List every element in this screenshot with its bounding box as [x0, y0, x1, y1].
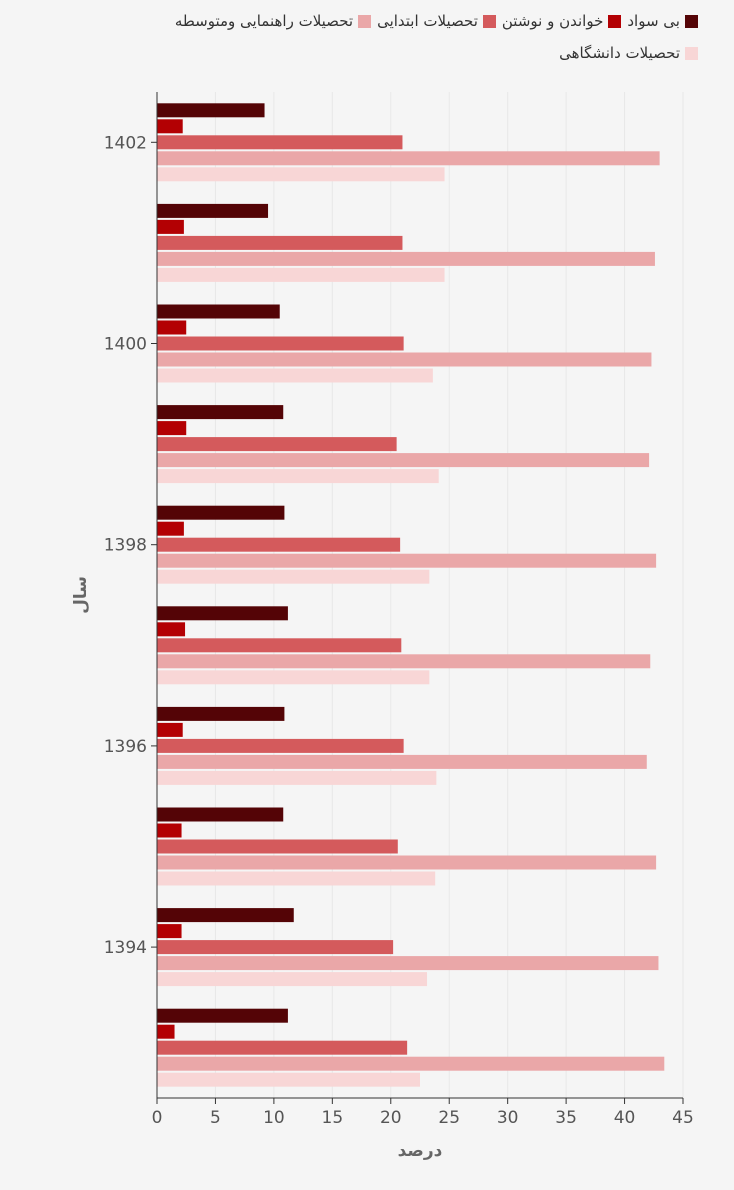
bar-1399-4 [157, 469, 439, 484]
legend-item[interactable]: تحصیلات ابتدایی [377, 10, 496, 32]
x-tick-label: 40 [614, 1108, 636, 1128]
bar-1394-4 [157, 972, 428, 987]
bar-1397-2 [157, 638, 402, 653]
x-tick-label: 10 [263, 1108, 285, 1128]
y-tick-label: 1400 [104, 335, 147, 355]
bar-1398-2 [157, 537, 401, 552]
bar-1394-0 [157, 908, 294, 923]
legend-label: خواندن و نوشتن [501, 12, 604, 30]
legend-label: بی سواد [627, 12, 680, 30]
bar-1398-0 [157, 505, 285, 520]
bar-1394-2 [157, 940, 394, 955]
bar-1397-1 [157, 622, 186, 637]
bar-1395-0 [157, 807, 284, 822]
bar-1400-1 [157, 320, 187, 335]
bar-1395-2 [157, 839, 398, 854]
bar-1399-0 [157, 405, 284, 420]
bar-1393-1 [157, 1024, 175, 1039]
x-tick-label: 35 [555, 1108, 577, 1128]
bar-1399-3 [157, 453, 650, 468]
bar-1397-3 [157, 654, 651, 669]
y-tick-label: 1396 [104, 737, 147, 757]
bar-1393-0 [157, 1008, 288, 1023]
bar-1395-3 [157, 855, 657, 870]
bar-1399-1 [157, 421, 187, 436]
bar-1396-2 [157, 738, 404, 753]
legend-item[interactable]: خواندن و نوشتن [501, 10, 622, 32]
legend-item[interactable]: تحصیلات راهنمایی ومتوسطه [174, 10, 372, 32]
legend-item[interactable]: تحصیلات دانشگاهی [559, 42, 698, 64]
bar-1401-3 [157, 251, 655, 266]
legend-swatch [482, 14, 496, 28]
bar-1397-4 [157, 670, 430, 685]
y-tick-label: 1394 [104, 938, 147, 958]
legend-swatch [685, 46, 698, 60]
bar-1400-4 [157, 368, 433, 383]
bar-1397-0 [157, 606, 288, 621]
x-tick-label: 5 [210, 1108, 221, 1128]
bar-1394-3 [157, 956, 659, 971]
bar-1393-2 [157, 1040, 408, 1055]
bar-1399-2 [157, 437, 397, 452]
legend-label: تحصیلات دانشگاهی [559, 44, 680, 62]
legend-swatch [685, 14, 698, 28]
x-tick-label: 45 [672, 1108, 694, 1128]
bar-1402-1 [157, 119, 183, 134]
bar-1402-2 [157, 135, 403, 150]
legend: بی سواد خواندن و نوشتن تحصیلات ابتدایی تحصی… [98, 10, 698, 64]
bar-1401-2 [157, 235, 403, 250]
legend-label: تحصیلات ابتدایی [377, 12, 478, 30]
bar-1400-2 [157, 336, 404, 351]
x-tick-label: 0 [152, 1108, 163, 1128]
bar-1398-3 [157, 553, 657, 568]
bar-1396-1 [157, 722, 183, 737]
bar-1393-4 [157, 1072, 420, 1087]
x-tick-label: 30 [497, 1108, 519, 1128]
bar-1396-3 [157, 754, 647, 769]
bar-1398-4 [157, 569, 430, 584]
bar-1396-4 [157, 770, 437, 785]
x-tick-label: 25 [438, 1108, 460, 1128]
bar-1400-0 [157, 304, 280, 319]
bar-1398-1 [157, 521, 184, 536]
legend-swatch [608, 14, 622, 28]
bar-1401-1 [157, 219, 184, 234]
legend-label: تحصیلات راهنمایی ومتوسطه [174, 12, 354, 30]
bar-1395-4 [157, 871, 436, 886]
legend-item[interactable]: بی سواد [627, 10, 698, 32]
bar-1395-1 [157, 823, 182, 838]
x-axis-title: درصد [398, 1141, 443, 1161]
y-tick-label: 1398 [104, 536, 147, 556]
legend-swatch [358, 14, 372, 28]
bar-1402-0 [157, 103, 265, 118]
bar-1401-0 [157, 203, 269, 218]
bar-1400-3 [157, 352, 652, 367]
bar-1394-1 [157, 924, 182, 939]
bar-1396-0 [157, 706, 285, 721]
x-tick-label: 20 [380, 1108, 402, 1128]
bar-1402-3 [157, 151, 660, 166]
y-tick-label: 1402 [104, 133, 147, 153]
y-axis-title: سال [71, 576, 91, 614]
bar-1401-4 [157, 267, 445, 282]
bar-1402-4 [157, 167, 445, 182]
bar-1393-3 [157, 1056, 665, 1071]
x-tick-label: 15 [322, 1108, 344, 1128]
